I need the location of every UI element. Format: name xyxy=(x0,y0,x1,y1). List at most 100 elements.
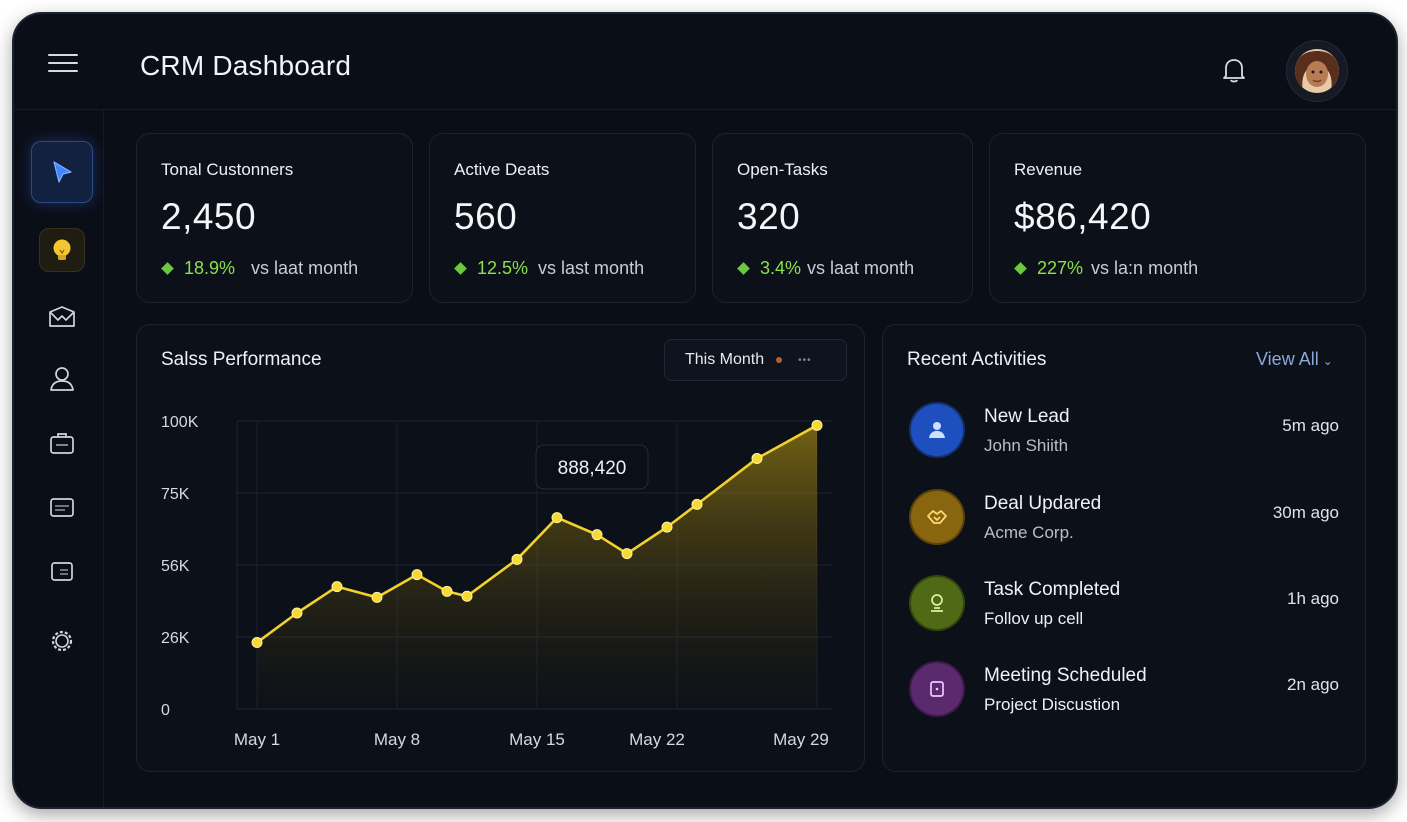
data-point xyxy=(291,607,303,619)
sidebar-item-settings[interactable] xyxy=(31,610,93,672)
recent-activities-panel: Recent Activities View All ⌄ New Lead Joh… xyxy=(882,324,1366,772)
notification-bell-icon[interactable] xyxy=(1214,50,1254,90)
mail-icon xyxy=(49,306,75,327)
sidebar xyxy=(14,110,104,807)
data-point xyxy=(461,590,473,602)
data-point xyxy=(751,452,763,464)
stat-compare: vs laat month xyxy=(251,258,359,278)
stat-value: 320 xyxy=(737,196,801,237)
data-point xyxy=(411,569,423,581)
data-point xyxy=(621,548,633,560)
x-tick-label: May 29 xyxy=(773,730,829,749)
stat-value: 2,450 xyxy=(161,196,257,237)
calendar-icon xyxy=(911,663,963,715)
data-point xyxy=(591,529,603,541)
pointer-icon xyxy=(53,161,72,183)
trend-up-icon xyxy=(1014,262,1027,275)
y-tick-label: 56K xyxy=(161,558,190,575)
more-options-icon: ••• xyxy=(798,354,812,366)
trend-up-icon xyxy=(161,262,174,275)
data-point xyxy=(251,637,263,649)
activities-title: Recent Activities xyxy=(907,349,1047,370)
tooltip-value: 888,420 xyxy=(558,458,627,479)
briefcase-icon xyxy=(50,433,74,454)
activity-subtitle: John Shiith xyxy=(984,436,1069,455)
activity-subtitle: Acme Corp. xyxy=(984,523,1074,542)
data-point xyxy=(331,581,343,593)
stat-compare: vs laat month xyxy=(807,258,915,278)
stat-card-customers: Tonal Custonners 2,450 18.9% vs laat mon… xyxy=(136,133,413,303)
document-icon xyxy=(51,562,73,581)
activity-time: 5m ago xyxy=(1282,416,1339,435)
page-title: CRM Dashboard xyxy=(140,50,352,81)
stat-trend: 227% vs la:n month xyxy=(1014,258,1199,279)
data-point xyxy=(661,521,673,533)
sidebar-item-reports[interactable] xyxy=(31,540,93,602)
chart-title: Salss Performance xyxy=(161,349,322,370)
y-tick-label: 100K xyxy=(161,414,199,431)
sidebar-item-deals[interactable] xyxy=(31,412,93,474)
activity-item[interactable]: Meeting Scheduled Project Discustion 2n … xyxy=(883,663,1365,743)
activity-time: 30m ago xyxy=(1272,503,1339,522)
stat-change: 227% xyxy=(1037,258,1084,278)
stat-label: Revenue xyxy=(1014,160,1083,179)
activity-item[interactable]: Task Completed Follov up cell 1h ago xyxy=(883,577,1365,657)
period-dropdown[interactable]: This Month ••• xyxy=(664,339,847,381)
activity-item[interactable]: Deal Updared Acme Corp. 30m ago xyxy=(883,491,1365,571)
stat-label: Active Deats xyxy=(454,160,550,179)
stat-change: 18.9% xyxy=(184,258,236,278)
stat-trend: 3.4% vs laat month xyxy=(737,258,915,279)
activity-time: 1h ago xyxy=(1287,589,1339,608)
app-window: CRM Dashboard xyxy=(12,12,1398,809)
data-point xyxy=(511,553,523,565)
x-tick-label: May 8 xyxy=(374,730,420,749)
stat-card-revenue: Revenue $86,420 227% vs la:n month xyxy=(989,133,1366,303)
stat-card-deals: Active Deats 560 12.5% vs last month xyxy=(429,133,696,303)
top-bar: CRM Dashboard xyxy=(14,14,1396,110)
sidebar-item-billing[interactable] xyxy=(31,476,93,538)
chevron-down-icon: ⌄ xyxy=(1322,354,1333,368)
data-point xyxy=(551,512,563,524)
user-icon xyxy=(911,404,963,456)
sales-chart: 0 26K 56K 75K 100K May 1 May 8 May 15 May 22 May … xyxy=(161,414,832,749)
stat-change: 12.5% xyxy=(477,258,529,278)
stat-change: 3.4% xyxy=(760,258,802,278)
sidebar-item-contacts[interactable] xyxy=(31,348,93,410)
activity-time: 2n ago xyxy=(1287,675,1339,694)
activity-title: New Lead xyxy=(984,406,1070,427)
y-tick-label: 26K xyxy=(161,630,190,647)
handshake-icon xyxy=(911,491,963,543)
activity-title: Meeting Scheduled xyxy=(984,665,1147,686)
period-label: This Month xyxy=(685,351,765,368)
stat-value: 560 xyxy=(454,196,518,237)
view-all-label: View All xyxy=(1256,349,1319,369)
activity-subtitle: Project Discustion xyxy=(984,695,1121,714)
sidebar-item-navigate[interactable] xyxy=(31,141,93,203)
x-tick-label: May 22 xyxy=(629,730,685,749)
activity-title: Deal Updared xyxy=(984,493,1102,514)
stat-compare: vs la:n month xyxy=(1091,258,1199,278)
data-point xyxy=(811,419,823,431)
checklist-icon xyxy=(911,577,963,629)
chart-tooltip xyxy=(535,444,649,490)
sidebar-item-mail[interactable] xyxy=(31,286,93,348)
activity-subtitle: Follov up cell xyxy=(984,609,1084,628)
period-dot-icon xyxy=(776,357,783,363)
x-tick-label: May 15 xyxy=(509,730,565,749)
hamburger-menu-icon[interactable] xyxy=(48,54,78,76)
stat-trend: 12.5% vs last month xyxy=(454,258,645,279)
view-all-link[interactable]: View All ⌄ xyxy=(1256,349,1333,370)
data-point xyxy=(441,585,453,597)
stat-value: $86,420 xyxy=(1014,196,1152,237)
data-point xyxy=(691,498,703,510)
avatar-image xyxy=(1295,49,1339,93)
user-avatar[interactable] xyxy=(1286,40,1348,102)
y-tick-label: 75K xyxy=(161,486,190,503)
stat-compare: vs last month xyxy=(538,258,645,278)
trend-up-icon xyxy=(737,262,750,275)
y-tick-label: 0 xyxy=(161,702,170,719)
stat-label: Open-Tasks xyxy=(737,160,828,179)
activity-item[interactable]: New Lead John Shiith 5m ago xyxy=(883,404,1365,484)
sidebar-item-insights[interactable] xyxy=(31,219,93,281)
stat-trend: 18.9% vs laat month xyxy=(161,258,359,279)
